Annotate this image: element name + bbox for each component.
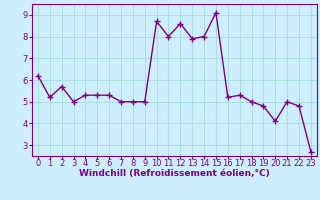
X-axis label: Windchill (Refroidissement éolien,°C): Windchill (Refroidissement éolien,°C) <box>79 169 270 178</box>
